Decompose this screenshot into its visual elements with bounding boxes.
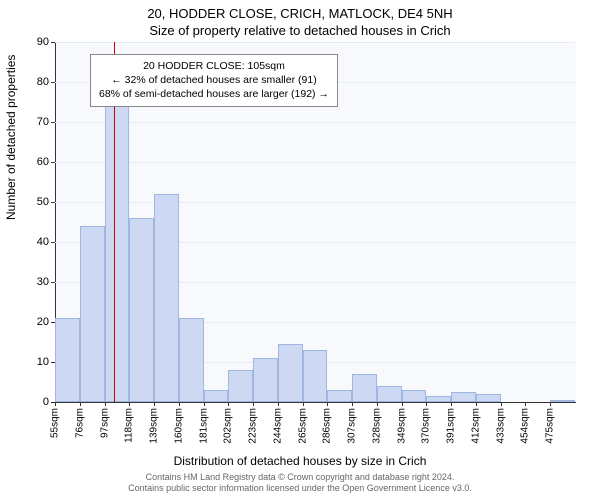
annotation-line: 20 HODDER CLOSE: 105sqm xyxy=(99,59,329,73)
xtick-label: 76sqm xyxy=(74,408,85,438)
xtick-mark xyxy=(377,402,378,406)
ytick-mark xyxy=(51,162,55,163)
xtick-label: 286sqm xyxy=(322,408,333,444)
xtick-mark xyxy=(129,402,130,406)
ytick-mark xyxy=(51,122,55,123)
histogram-bar xyxy=(204,390,229,402)
xtick-mark xyxy=(204,402,205,406)
xtick-mark xyxy=(402,402,403,406)
xtick-label: 307sqm xyxy=(347,408,358,444)
gridline xyxy=(55,162,575,163)
xtick-mark xyxy=(253,402,254,406)
xtick-label: 454sqm xyxy=(520,408,531,444)
annotation-box: 20 HODDER CLOSE: 105sqm← 32% of detached… xyxy=(90,54,338,107)
histogram-bar xyxy=(352,374,377,402)
xtick-label: 223sqm xyxy=(248,408,259,444)
ytick-label: 80 xyxy=(37,76,49,88)
xtick-label: 160sqm xyxy=(173,408,184,444)
ytick-label: 30 xyxy=(37,276,49,288)
xtick-label: 433sqm xyxy=(495,408,506,444)
xtick-mark xyxy=(476,402,477,406)
xtick-mark xyxy=(501,402,502,406)
ytick-label: 40 xyxy=(37,236,49,248)
gridline xyxy=(55,202,575,203)
annotation-line: ← 32% of detached houses are smaller (91… xyxy=(99,73,329,87)
histogram-bar xyxy=(550,400,575,402)
xtick-mark xyxy=(55,402,56,406)
xtick-mark xyxy=(426,402,427,406)
ytick-label: 60 xyxy=(37,156,49,168)
histogram-bar xyxy=(253,358,278,402)
chart-title-line2: Size of property relative to detached ho… xyxy=(0,21,600,38)
y-axis-label: Number of detached properties xyxy=(4,55,18,220)
footer-line2: Contains public sector information licen… xyxy=(0,483,600,494)
footer-line1: Contains HM Land Registry data © Crown c… xyxy=(0,472,600,483)
xtick-mark xyxy=(80,402,81,406)
histogram-bar xyxy=(80,226,105,402)
histogram-bar xyxy=(327,390,352,402)
xtick-label: 328sqm xyxy=(371,408,382,444)
xtick-label: 391sqm xyxy=(446,408,457,444)
histogram-bar xyxy=(476,394,501,402)
ytick-label: 70 xyxy=(37,116,49,128)
histogram-bar xyxy=(278,344,303,402)
xtick-mark xyxy=(327,402,328,406)
xtick-label: 55sqm xyxy=(50,408,61,438)
histogram-bar xyxy=(55,318,80,402)
xtick-mark xyxy=(228,402,229,406)
histogram-bar xyxy=(402,390,427,402)
histogram-bar xyxy=(154,194,179,402)
ytick-mark xyxy=(51,82,55,83)
histogram-bar xyxy=(377,386,402,402)
xtick-label: 370sqm xyxy=(421,408,432,444)
footer-attribution: Contains HM Land Registry data © Crown c… xyxy=(0,472,600,495)
xtick-label: 349sqm xyxy=(396,408,407,444)
ytick-mark xyxy=(51,202,55,203)
xtick-label: 244sqm xyxy=(272,408,283,444)
xtick-mark xyxy=(525,402,526,406)
xtick-mark xyxy=(105,402,106,406)
xtick-label: 181sqm xyxy=(198,408,209,444)
xtick-label: 412sqm xyxy=(470,408,481,444)
histogram-bar xyxy=(451,392,476,402)
chart-title-line1: 20, HODDER CLOSE, CRICH, MATLOCK, DE4 5N… xyxy=(0,0,600,21)
xtick-mark xyxy=(278,402,279,406)
histogram-bar xyxy=(303,350,328,402)
histogram-bar xyxy=(228,370,253,402)
xtick-label: 265sqm xyxy=(297,408,308,444)
xtick-mark xyxy=(154,402,155,406)
x-axis-label: Distribution of detached houses by size … xyxy=(0,454,600,468)
gridline xyxy=(55,42,575,43)
xtick-mark xyxy=(303,402,304,406)
xtick-mark xyxy=(550,402,551,406)
ytick-label: 50 xyxy=(37,196,49,208)
ytick-label: 90 xyxy=(37,36,49,48)
xtick-label: 475sqm xyxy=(545,408,556,444)
ytick-mark xyxy=(51,282,55,283)
gridline xyxy=(55,122,575,123)
histogram-bar xyxy=(426,396,451,402)
ytick-label: 20 xyxy=(37,316,49,328)
xtick-mark xyxy=(451,402,452,406)
xtick-label: 118sqm xyxy=(124,408,135,443)
xtick-label: 202sqm xyxy=(223,408,234,444)
xtick-label: 139sqm xyxy=(149,408,160,444)
annotation-line: 68% of semi-detached houses are larger (… xyxy=(99,87,329,101)
histogram-bar xyxy=(129,218,154,402)
plot-area: 010203040506070809055sqm76sqm97sqm118sqm… xyxy=(55,42,575,402)
ytick-label: 10 xyxy=(37,356,49,368)
ytick-mark xyxy=(51,42,55,43)
xtick-mark xyxy=(179,402,180,406)
xtick-mark xyxy=(352,402,353,406)
xtick-label: 97sqm xyxy=(99,408,110,438)
histogram-bar xyxy=(105,62,130,402)
ytick-label: 0 xyxy=(43,396,49,408)
histogram-bar xyxy=(179,318,204,402)
ytick-mark xyxy=(51,242,55,243)
